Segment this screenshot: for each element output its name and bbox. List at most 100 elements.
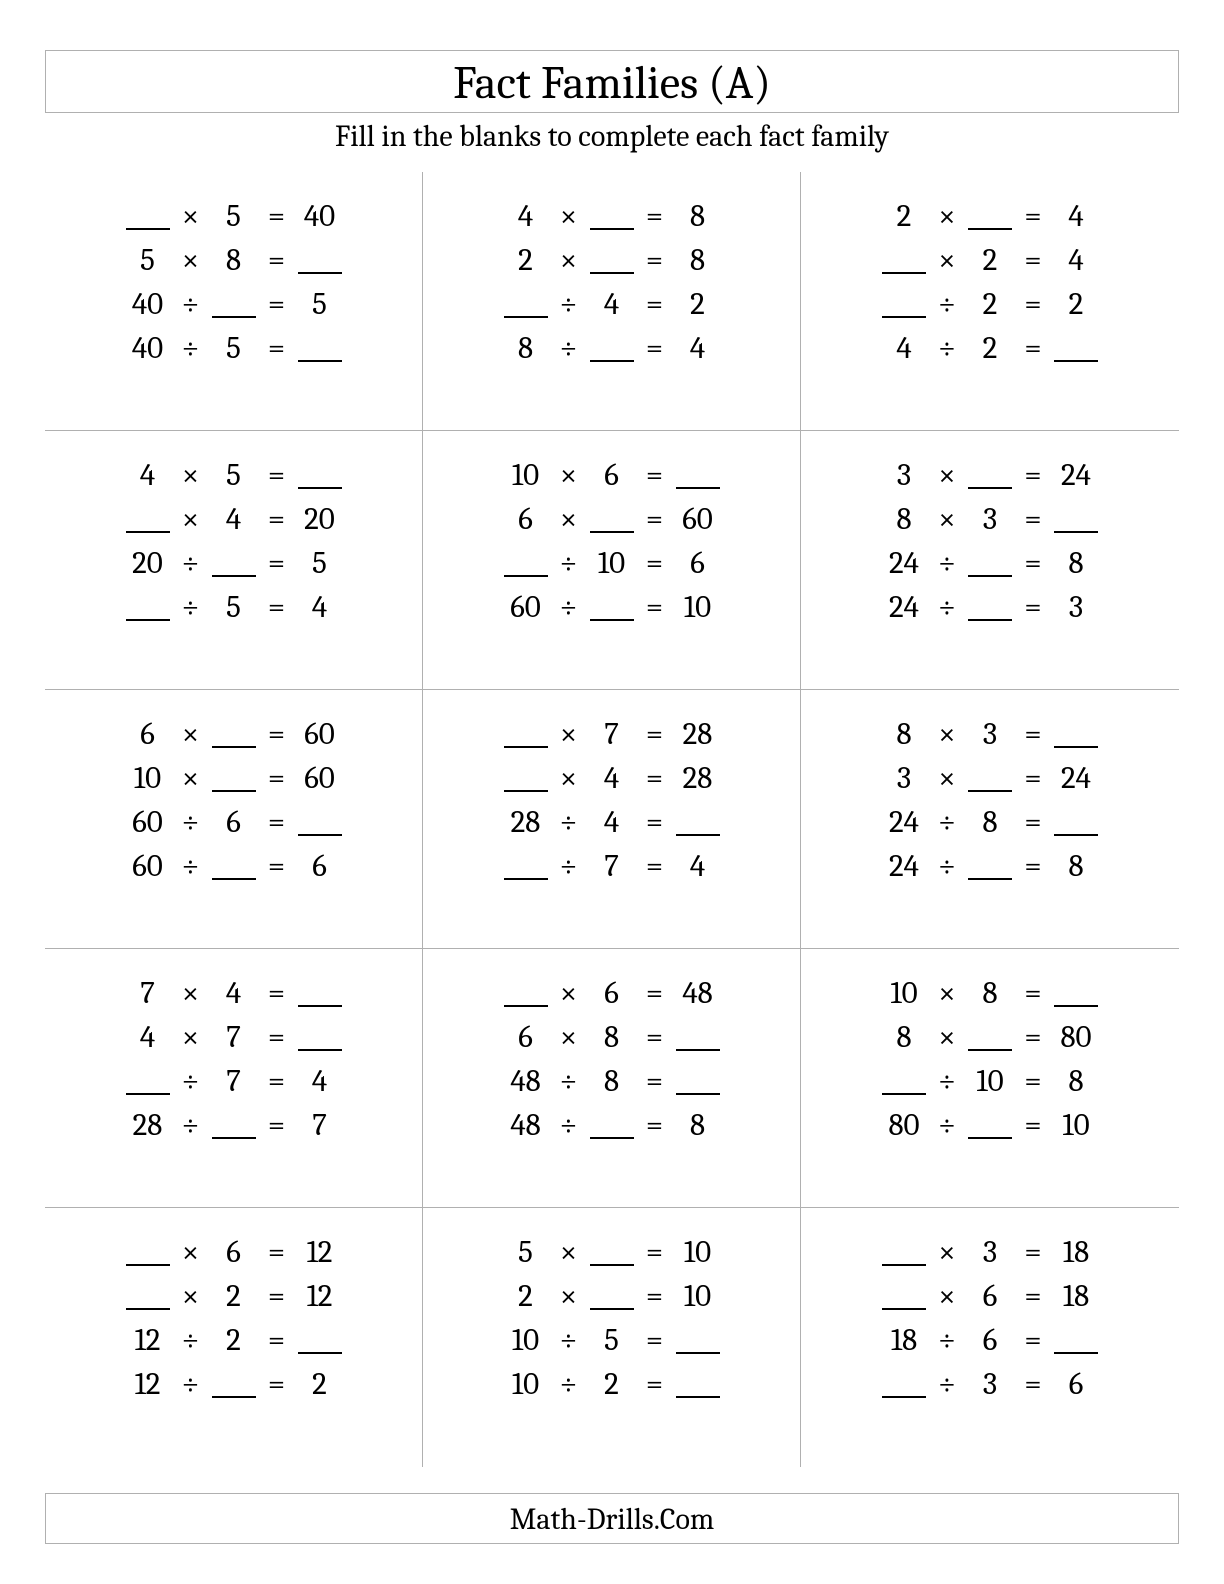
blank-input[interactable] [1049,979,1103,1007]
blank-input[interactable] [963,1023,1017,1051]
blank-input[interactable] [877,1238,931,1266]
equals: = [1017,198,1049,234]
blank-input[interactable] [121,202,175,230]
equals: = [261,848,293,884]
blank-input[interactable] [963,1111,1017,1139]
blank-line [676,1326,720,1354]
blank-input[interactable] [963,852,1017,880]
operator: × [931,975,963,1011]
blank-input[interactable] [121,1238,175,1266]
operator: × [553,501,585,537]
blank-input[interactable] [671,1067,725,1095]
operator: ÷ [175,330,207,366]
blank-input[interactable] [121,593,175,621]
equation-row: 48÷8= [499,1059,725,1103]
operand-a: 4 [877,330,931,366]
operand-b: 5 [207,457,261,493]
blank-input[interactable] [877,1282,931,1310]
operand-b: 2 [585,1366,639,1402]
operator: × [931,1234,963,1270]
blank-input[interactable] [963,764,1017,792]
blank-input[interactable] [293,1023,347,1051]
equals: = [639,975,671,1011]
blank-input[interactable] [963,202,1017,230]
result: 10 [1049,1107,1103,1143]
equation-row: 12÷=2 [121,1362,347,1406]
blank-input[interactable] [671,1326,725,1354]
blank-input[interactable] [121,1067,175,1095]
blank-input[interactable] [877,290,931,318]
operand-a: 60 [121,848,175,884]
blank-input[interactable] [207,720,261,748]
operand-b: 5 [207,330,261,366]
blank-input[interactable] [207,290,261,318]
blank-input[interactable] [671,461,725,489]
equals: = [1017,330,1049,366]
result: 7 [293,1107,347,1143]
blank-input[interactable] [293,808,347,836]
operator: × [175,1278,207,1314]
equation-row: 6×=60 [499,497,725,541]
blank-input[interactable] [877,1067,931,1095]
blank-input[interactable] [671,808,725,836]
blank-input[interactable] [121,505,175,533]
blank-input[interactable] [207,549,261,577]
blank-input[interactable] [499,852,553,880]
equals: = [261,804,293,840]
blank-input[interactable] [963,593,1017,621]
blank-input[interactable] [499,549,553,577]
blank-input[interactable] [293,246,347,274]
blank-input[interactable] [293,1326,347,1354]
operator: × [553,1234,585,1270]
blank-input[interactable] [585,1111,639,1139]
blank-input[interactable] [671,1370,725,1398]
equals: = [1017,242,1049,278]
equals: = [261,501,293,537]
operand-a: 28 [499,804,553,840]
blank-input[interactable] [207,1370,261,1398]
blank-input[interactable] [207,1111,261,1139]
blank-input[interactable] [207,764,261,792]
result: 20 [293,501,347,537]
blank-input[interactable] [207,852,261,880]
blank-input[interactable] [1049,505,1103,533]
blank-input[interactable] [1049,1326,1103,1354]
equals: = [639,716,671,752]
equals: = [1017,1019,1049,1055]
equation-row: 2×=4 [877,194,1103,238]
blank-input[interactable] [877,1370,931,1398]
blank-input[interactable] [293,334,347,362]
blank-input[interactable] [963,549,1017,577]
equals: = [261,1366,293,1402]
blank-input[interactable] [585,246,639,274]
blank-input[interactable] [499,979,553,1007]
blank-input[interactable] [585,334,639,362]
blank-input[interactable] [877,246,931,274]
result: 3 [1049,589,1103,625]
blank-input[interactable] [585,593,639,621]
blank-input[interactable] [293,461,347,489]
blank-input[interactable] [1049,720,1103,748]
blank-input[interactable] [293,979,347,1007]
operand-a: 4 [499,198,553,234]
operand-b: 6 [585,457,639,493]
blank-input[interactable] [499,290,553,318]
blank-input[interactable] [1049,808,1103,836]
blank-input[interactable] [1049,334,1103,362]
operand-b: 3 [963,716,1017,752]
blank-input[interactable] [499,764,553,792]
blank-input[interactable] [585,505,639,533]
blank-input[interactable] [585,1282,639,1310]
blank-input[interactable] [671,1023,725,1051]
blank-input[interactable] [585,202,639,230]
blank-input[interactable] [121,1282,175,1310]
blank-line [126,505,170,533]
operand-a: 7 [121,975,175,1011]
blank-line [676,1370,720,1398]
equation-row: ×7=28 [499,712,725,756]
blank-input[interactable] [499,720,553,748]
equation-row: ÷2=2 [877,282,1103,326]
blank-input[interactable] [963,461,1017,489]
blank-input[interactable] [585,1238,639,1266]
equals: = [261,1019,293,1055]
